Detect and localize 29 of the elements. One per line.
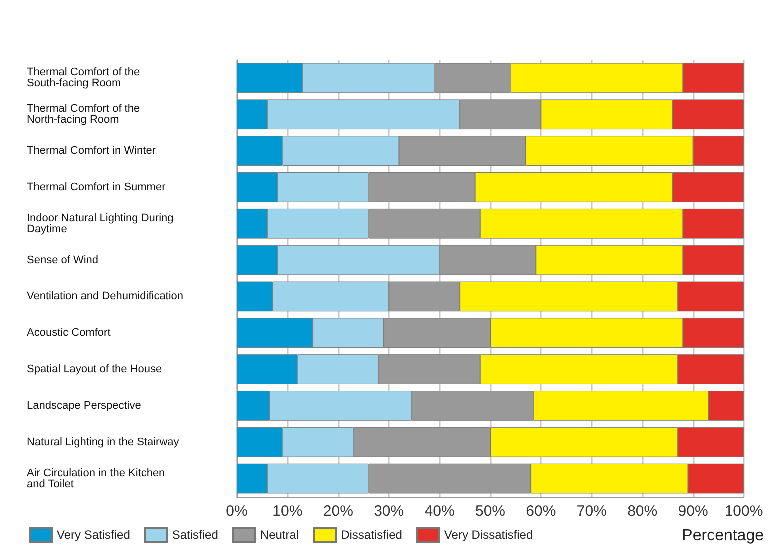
y-tick-label: Ventilation and Dehumidification — [27, 290, 184, 303]
x-tick-label: 10% — [272, 503, 303, 520]
x-tick-label: 60% — [526, 503, 556, 520]
y-tick-label: Acoustic Comfort — [27, 327, 111, 340]
x-tick-label: 20% — [323, 503, 354, 520]
legend-label: Satisfied — [172, 528, 218, 542]
x-axis-title: Percentage — [682, 528, 764, 544]
y-tick-label: Spatial Layout of the House — [27, 364, 162, 376]
x-tick-label: 70% — [576, 503, 607, 520]
x-tick-label: 90% — [678, 503, 708, 520]
y-tick-label: Landscape Perspective — [27, 400, 142, 412]
y-tick-label: Thermal Comfort of the South-facing Room — [27, 66, 140, 90]
x-tick-label: 100% — [724, 503, 764, 520]
x-tick-label: 40% — [424, 503, 455, 520]
y-tick-label: Natural Lighting in the Stairway — [27, 436, 180, 448]
legend-label: Very Dissatisfied — [444, 528, 534, 542]
x-tick-label: 0% — [226, 503, 248, 520]
legend-label: Dissatisfied — [341, 528, 402, 542]
x-tick-label: 80% — [628, 503, 658, 520]
y-tick-label: Thermal Comfort in Winter — [27, 145, 156, 158]
y-tick-label: Air Circulation in the Kitchen and Toilet — [27, 467, 166, 490]
y-tick-label: Thermal Comfort of the North-facing Room — [27, 103, 140, 126]
legend-label: Neutral — [260, 528, 300, 542]
y-tick-label: Thermal Comfort in Summer — [27, 181, 166, 194]
y-tick-label: Sense of Wind — [27, 254, 99, 266]
x-tick-label: 30% — [374, 503, 404, 520]
y-tick-label: Indoor Natural Lighting During Daytime — [27, 212, 174, 236]
legend-label: Very Satisfied — [57, 528, 130, 542]
x-tick-label: 50% — [475, 503, 506, 520]
